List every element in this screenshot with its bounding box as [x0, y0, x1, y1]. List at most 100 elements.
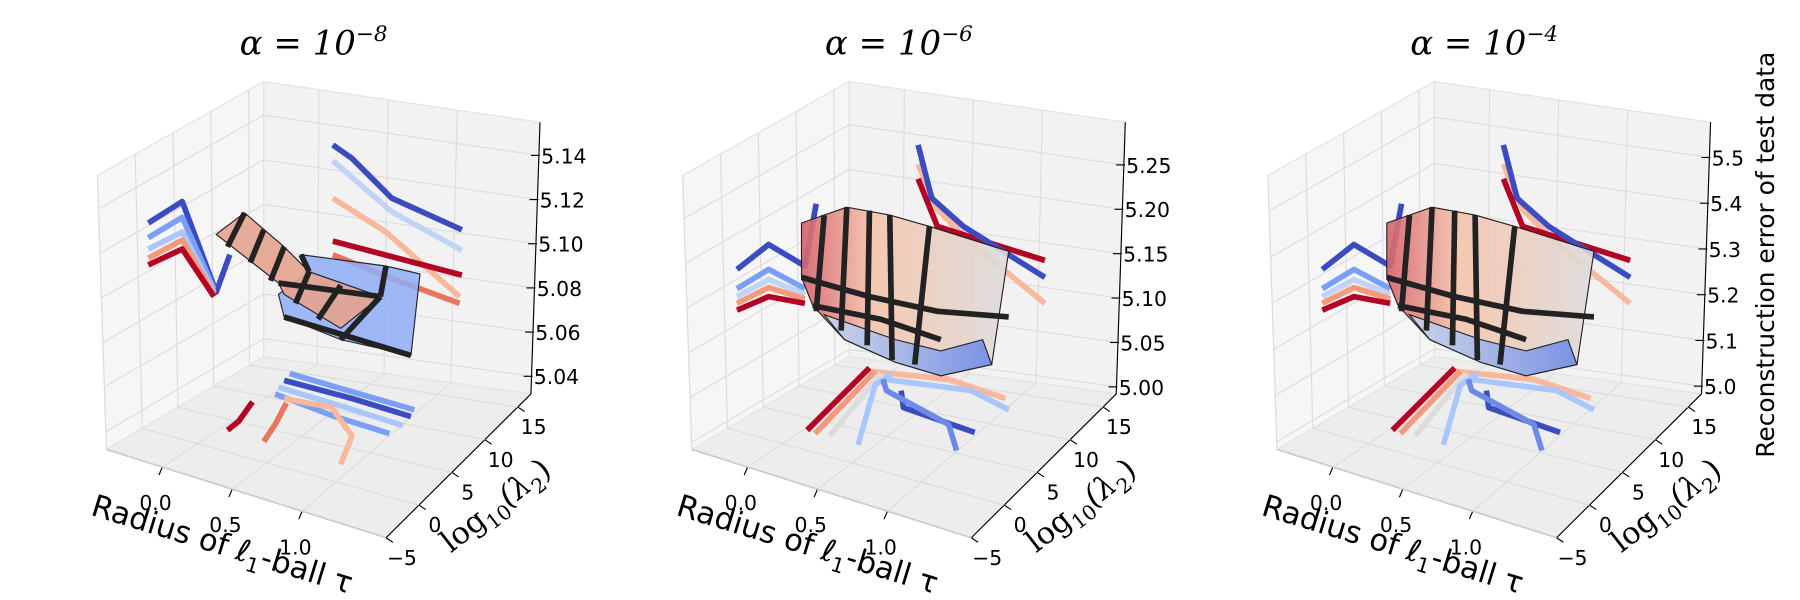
- x-tick: [1398, 488, 1404, 498]
- z-tick-label: 5.00: [1119, 376, 1164, 400]
- grid-line: [1270, 162, 1708, 258]
- title-exponent: −8: [356, 22, 388, 47]
- title-base: α = 10: [825, 23, 941, 63]
- grid-line: [134, 154, 420, 506]
- wall-curve: [331, 142, 464, 233]
- panel-2-labels: 5.00 5.05 5.10 5.15 5.20 5.25 0.0 0.5 1.0 −5 05 10 1…: [673, 22, 1172, 600]
- y-tick-label: 10: [488, 448, 514, 472]
- y-axis: [970, 393, 1117, 539]
- z-axis: [1700, 122, 1712, 394]
- y-tick-label: 0: [1014, 513, 1027, 537]
- y-tick-label: −5: [387, 546, 417, 570]
- x-tick-label: 0.0: [139, 491, 171, 515]
- x-tick-label: 0.0: [725, 491, 757, 515]
- x-tick-label: 0.0: [1310, 491, 1342, 515]
- grid-line: [1276, 348, 1702, 443]
- z-axis: [530, 122, 541, 394]
- grid-line: [96, 175, 387, 539]
- wall-curve: [915, 177, 1046, 264]
- y-tick: [517, 406, 525, 413]
- floor-curve: [277, 384, 404, 429]
- y-tick-label: 15: [521, 415, 547, 439]
- wall-curve: [147, 246, 217, 299]
- grid-line: [685, 169, 1123, 264]
- y-tick-label: 5: [461, 481, 474, 505]
- grid-line: [683, 124, 1124, 219]
- z-tick-label: 5.05: [1120, 331, 1165, 355]
- z-tick-label: 5.04: [534, 365, 579, 389]
- wall-curve: [332, 238, 463, 278]
- z-tick-label: 5.10: [1122, 287, 1167, 311]
- floor-curve: [289, 370, 416, 413]
- grid-line: [795, 111, 1071, 441]
- z-tick-label: 5.20: [1125, 198, 1170, 222]
- grid-line: [101, 203, 537, 299]
- floor-curve: [880, 378, 960, 452]
- x-tick: [298, 511, 303, 520]
- x-tick: [1328, 466, 1334, 476]
- floor-curve: [261, 401, 289, 444]
- y-tick: [418, 504, 427, 511]
- floor-curve: [283, 395, 355, 466]
- floor-curve: [855, 371, 894, 446]
- surface-mesh: [800, 207, 1009, 365]
- z-tick-label: 5.2: [1707, 284, 1739, 308]
- title-base: α = 10: [240, 23, 356, 63]
- x-tick-label: 1.0: [279, 535, 311, 559]
- z-tick-label: 5.4: [1710, 192, 1742, 216]
- floor-curve: [883, 376, 1010, 413]
- floor-curve: [283, 377, 412, 420]
- z-tick-label: 5.1: [1706, 329, 1738, 353]
- x-tick: [813, 488, 819, 498]
- wall-curve: [146, 198, 233, 295]
- grid-line: [691, 348, 1117, 443]
- x-tick: [883, 511, 888, 520]
- z-axis: [1115, 122, 1126, 394]
- z-tick-label: 5.14: [541, 144, 586, 168]
- grid-line: [1380, 111, 1656, 441]
- grid-line: [817, 372, 970, 490]
- x-tick-label: 1.0: [1450, 535, 1482, 559]
- panel-3: [1267, 80, 1712, 543]
- x-tick-label: 1.0: [864, 535, 896, 559]
- y-tick-label: 0: [1599, 513, 1612, 537]
- z-tick-label: 5.15: [1123, 243, 1168, 267]
- grid-line: [1402, 372, 1555, 490]
- z-tick-label: 5.12: [540, 189, 585, 213]
- y-tick-label: 10: [1073, 448, 1099, 472]
- wall-curve: [146, 214, 217, 290]
- grid-line: [301, 382, 452, 512]
- y-tick: [1036, 471, 1045, 478]
- y-tick: [484, 439, 492, 445]
- x-tick-label: 0.5: [209, 513, 241, 537]
- grid-line: [248, 90, 518, 408]
- y-tick: [1688, 406, 1696, 413]
- wall-curve: [330, 158, 464, 253]
- y-tick-label: 0: [428, 513, 441, 537]
- z-tick-label: 5.3: [1709, 238, 1741, 262]
- y-tick: [1556, 537, 1564, 543]
- floor-curve: [827, 371, 883, 438]
- panel-title: α = 10−6: [825, 22, 973, 64]
- y-tick-label: 15: [1691, 415, 1717, 439]
- wall-curve: [735, 293, 806, 313]
- floor-curve: [225, 400, 255, 433]
- z-tick-label: 5.5: [1712, 146, 1744, 170]
- surface-mesh: [225, 211, 412, 359]
- y-tick-label: 5: [1047, 481, 1060, 505]
- y-tick-label: 15: [1106, 415, 1132, 439]
- z-tick-label: 5.25: [1126, 154, 1171, 178]
- y-tick: [1102, 406, 1111, 413]
- grid-line: [719, 154, 1005, 506]
- y-tick: [1655, 439, 1663, 445]
- grid-line: [682, 175, 972, 539]
- x-tick: [228, 488, 233, 498]
- title-exponent: −4: [1526, 22, 1558, 47]
- y-axis: [385, 393, 532, 539]
- x-tick: [158, 466, 163, 476]
- grid-line: [833, 90, 1104, 408]
- y-tick: [451, 471, 460, 478]
- y-tick: [1589, 504, 1597, 511]
